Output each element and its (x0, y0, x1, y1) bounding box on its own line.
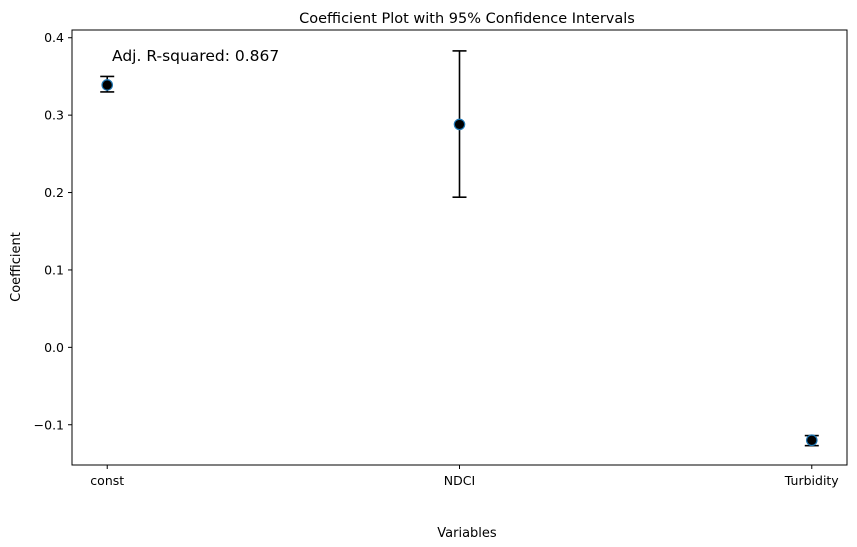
x-axis-label: Variables (437, 526, 497, 541)
chart-annotation: Adj. R-squared: 0.867 (112, 47, 279, 65)
x-tick-label: const (90, 473, 124, 488)
x-tick-label: Turbidity (784, 473, 840, 488)
coefficient-point (101, 79, 114, 91)
plot-frame (71, 29, 848, 466)
x-ticks: const NDCI Turbidity (90, 465, 839, 488)
coefficient-points (101, 79, 818, 447)
x-tick-label: NDCI (444, 473, 475, 488)
y-tick-label: 0.0 (44, 340, 64, 355)
coefficient-point (805, 434, 818, 447)
y-tick-label: −0.1 (34, 417, 64, 432)
coefficient-point (453, 118, 466, 131)
y-tick-label: 0.2 (44, 185, 64, 200)
y-tick-label: 0.3 (44, 108, 64, 123)
chart-title: Coefficient Plot with 95% Confidence Int… (299, 11, 635, 27)
y-axis-label: Coefficient (9, 232, 24, 302)
y-tick-label: 0.1 (44, 262, 64, 277)
y-tick-label: 0.4 (44, 30, 64, 45)
y-ticks: −0.1 0.0 0.1 0.2 0.3 0.4 (34, 30, 72, 432)
